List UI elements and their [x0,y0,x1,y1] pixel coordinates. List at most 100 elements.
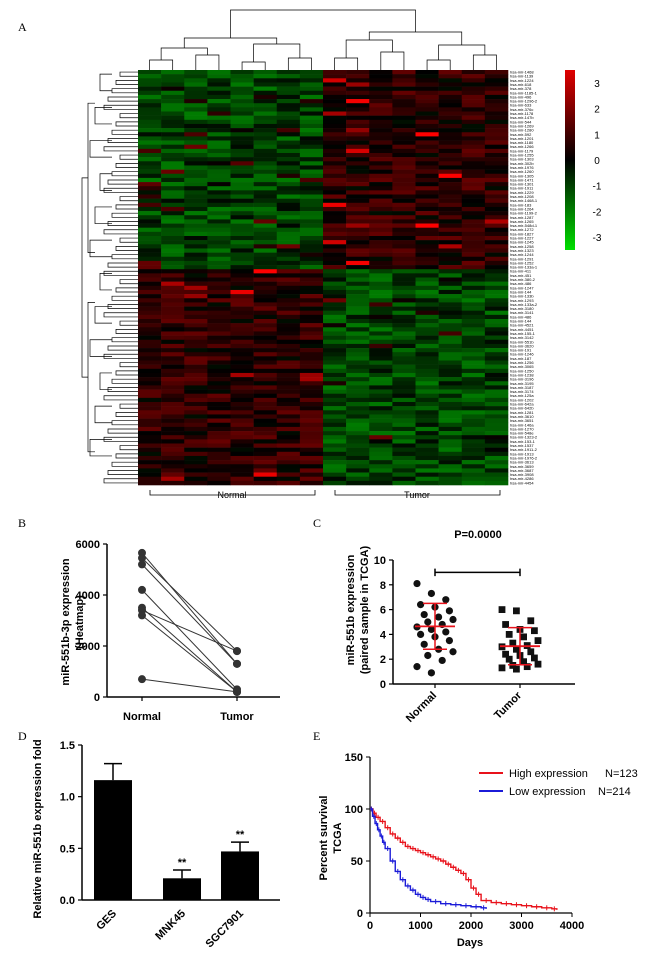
panel-b-pair-line [141,589,238,690]
heatmap-cell [392,227,416,233]
heatmap-cell [184,335,208,341]
heatmap-cell [346,256,370,262]
heatmap-cell [438,70,463,75]
heatmap-cell [415,281,439,287]
heatmap-cell [346,480,370,486]
heatmap-cell [161,128,185,133]
heatmap-cell [461,310,486,316]
heatmap-row-label: hsa-mir-3687 [510,468,534,473]
heatmap-cell [299,153,324,158]
heatmap-cell [253,464,278,469]
heatmap-cell [184,368,208,374]
heatmap-cell [184,223,208,228]
heatmap-cell [415,406,439,411]
heatmap-cell [438,182,463,187]
heatmap-cell [276,323,301,328]
heatmap-cell [138,86,162,92]
heatmap-cell [161,173,185,179]
panel-b-point-normal [138,560,146,569]
heatmap-cell [299,202,324,208]
heatmap-cell [415,339,439,345]
heatmap-cell [230,431,254,436]
heatmap-cell [484,435,509,440]
heatmap-cell [184,273,208,278]
heatmap-cell [138,443,162,448]
heatmap-row-label: hsa-mir-3174 [510,389,534,394]
heatmap-cell [438,277,463,282]
heatmap-cell [253,198,278,204]
heatmap-cell [484,182,509,187]
heatmap-cell [138,194,162,199]
heatmap-cell [438,202,463,208]
heatmap-cell [253,418,278,424]
heatmap-cell [415,435,439,440]
heatmap-cell [184,236,208,241]
heatmap-cell [138,94,162,100]
dendrogram-branch [115,370,138,376]
heatmap-cell [484,211,509,216]
panel-c-point-normal [427,625,435,634]
heatmap-cell [230,348,254,353]
heatmap-cell [207,119,231,125]
heatmap-cell [207,410,231,415]
heatmap-cell [161,343,185,349]
heatmap-cell [369,306,393,311]
heatmap-cell [484,215,509,220]
heatmap-cell [276,327,301,332]
heatmap-cell [484,410,509,415]
heatmap-cell [369,294,393,299]
panel-c-point-normal [417,601,425,609]
heatmap-cell [207,169,231,175]
heatmap-cell [138,277,162,282]
heatmap-cell [415,443,439,448]
dendrogram-branch [253,43,301,62]
heatmap-cell [253,377,278,382]
heatmap-cell [415,327,439,332]
heatmap-cell [438,476,463,482]
heatmap-cell [461,173,486,179]
heatmap-cell [230,323,254,328]
heatmap-cell [184,206,208,212]
heatmap-cell [323,389,347,394]
heatmap-cell [461,227,486,233]
heatmap-cell [207,74,231,79]
heatmap-cell [415,455,439,461]
heatmap-row-label: hsa-mir-133a-1 [510,265,538,270]
heatmap-cell [207,414,231,419]
heatmap-cell [207,327,231,332]
heatmap-cell [230,202,254,208]
heatmap-cell [484,455,509,461]
heatmap-cell [230,107,254,112]
heatmap-cell [369,165,393,170]
heatmap-cell [253,348,278,353]
heatmap-cell [299,480,324,486]
heatmap-cell [184,476,208,482]
heatmap-cell [299,385,324,390]
heatmap-cell [299,306,324,311]
heatmap-cell [276,202,301,208]
heatmap-cell [230,190,254,195]
heatmap-cell [369,119,393,125]
heatmap-cell [461,447,486,453]
heatmap-cell [415,231,439,237]
panel-c-point-normal [427,589,435,598]
heatmap-cell [161,460,185,465]
heatmap-cell [299,132,324,137]
heatmap-cell [207,78,231,83]
heatmap-cell [184,310,208,316]
panel-c-point-tumor [502,650,509,658]
heatmap-cell [230,319,254,324]
heatmap-cell [415,402,439,407]
heatmap-cell [415,372,439,378]
heatmap-cell [415,331,439,336]
heatmap-cell [299,248,324,253]
heatmap-cell [392,356,416,361]
heatmap-cell [276,443,301,448]
panel-c-ylabel-line1: miR-551b expression [345,554,357,665]
heatmap-cell [415,472,439,477]
heatmap-row-label: hsa-mir-1976-2 [510,455,538,460]
heatmap-cell [438,144,463,150]
heatmap-cell [253,136,278,141]
heatmap-cell [323,352,347,357]
heatmap-cell [323,381,347,386]
